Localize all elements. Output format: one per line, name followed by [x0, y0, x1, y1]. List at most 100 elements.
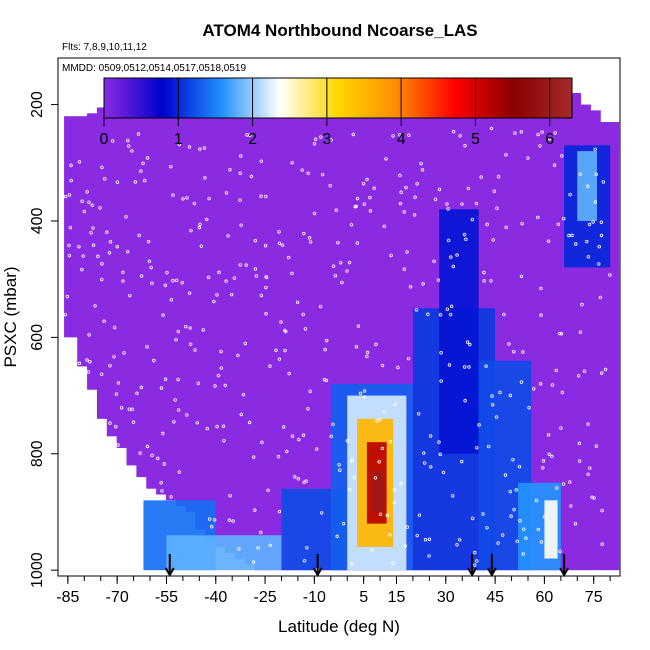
profile-column: [560, 92, 572, 571]
sample-marker: [149, 265, 153, 270]
sample-marker: [500, 533, 505, 537]
profile-column: [589, 110, 601, 571]
y-tick-label: 600: [29, 324, 46, 351]
sample-marker: [511, 457, 515, 462]
sample-marker: [380, 446, 385, 451]
sample-marker: [494, 415, 499, 419]
sample-marker: [352, 475, 356, 480]
sample-marker: [87, 200, 91, 204]
sample-marker: [485, 222, 489, 227]
sample-marker: [302, 231, 306, 236]
sample-marker: [576, 374, 581, 378]
profile-column: [550, 92, 562, 571]
sample-marker: [489, 279, 493, 283]
sample-marker: [277, 357, 282, 361]
sample-marker: [205, 426, 209, 431]
sample-marker: [185, 413, 189, 417]
sample-marker: [446, 207, 450, 211]
sample-marker: [577, 441, 582, 446]
sample-marker: [384, 157, 388, 161]
dates-subtitle: MMDD: 0509,0512,0514,0517,0518,0519: [62, 63, 246, 74]
profile-column: [185, 101, 197, 512]
profile-column: [580, 104, 591, 571]
sample-marker: [251, 455, 256, 459]
sample-marker: [455, 253, 459, 257]
sample-marker: [597, 245, 601, 249]
sample-marker: [547, 137, 552, 141]
sample-marker: [559, 426, 563, 430]
sample-marker: [135, 391, 139, 396]
sample-marker: [492, 189, 496, 193]
sample-marker: [568, 480, 572, 484]
x-tick-label: 75: [585, 589, 603, 606]
y-axis-label: PSXC (mbar): [1, 266, 20, 367]
profile-column: [274, 98, 286, 571]
colorbar-tick-label: 2: [248, 131, 257, 148]
sample-marker: [547, 452, 551, 456]
sample-marker: [351, 132, 355, 137]
sample-marker: [512, 507, 516, 512]
sample-marker: [496, 175, 501, 179]
sample-marker: [462, 232, 467, 237]
sample-marker: [423, 538, 428, 542]
sample-marker: [115, 245, 119, 249]
sample-marker: [174, 338, 178, 342]
sample-marker: [147, 259, 152, 263]
sample-marker: [306, 407, 310, 411]
sample-marker: [268, 543, 272, 548]
sample-marker: [207, 196, 211, 201]
sample-marker: [337, 463, 341, 467]
sample-marker: [473, 563, 477, 567]
sample-marker: [308, 389, 312, 394]
enhanced-region: [166, 535, 282, 571]
colorbar-ticks: 0 1 2 3 4 5 6: [100, 78, 554, 148]
sample-marker: [195, 421, 199, 425]
sample-marker: [103, 177, 107, 181]
sample-marker: [281, 425, 286, 429]
sample-marker: [398, 173, 402, 177]
sample-marker: [244, 263, 248, 267]
sample-marker: [222, 439, 226, 443]
profile-column: [570, 92, 582, 571]
sample-marker: [124, 215, 128, 219]
sample-marker: [224, 191, 229, 195]
sample-marker: [203, 176, 207, 180]
sample-marker: [213, 384, 217, 388]
sample-marker: [588, 466, 592, 470]
sample-marker: [372, 186, 376, 190]
profile-column: [225, 98, 236, 553]
sample-marker: [426, 312, 430, 316]
sample-marker: [484, 364, 488, 368]
sample-marker: [457, 538, 462, 542]
sample-marker: [479, 175, 483, 179]
profile-column: [205, 98, 217, 542]
sample-marker: [69, 178, 73, 183]
sample-marker: [355, 241, 360, 245]
sample-marker: [448, 312, 453, 317]
sample-marker: [139, 385, 144, 390]
profile-column: [284, 98, 296, 571]
sample-marker: [464, 237, 468, 241]
sample-marker: [207, 517, 212, 521]
sample-marker: [413, 195, 417, 199]
sample-marker: [349, 223, 354, 227]
sample-marker: [296, 477, 301, 481]
sample-marker: [451, 264, 456, 269]
sample-marker: [451, 130, 456, 134]
sample-marker: [594, 172, 598, 176]
sample-marker: [519, 274, 524, 279]
sample-marker: [382, 224, 387, 229]
profile-column: [136, 98, 148, 478]
sample-marker: [463, 143, 467, 148]
sample-marker: [438, 452, 442, 457]
sample-marker: [518, 519, 522, 523]
sample-marker: [81, 254, 85, 258]
sample-marker: [429, 465, 433, 469]
sample-marker: [202, 146, 207, 150]
profile-column: [313, 98, 325, 571]
sample-marker: [297, 437, 301, 442]
sample-marker: [115, 180, 120, 184]
sample-markers: [63, 126, 612, 572]
sample-marker: [232, 276, 237, 280]
